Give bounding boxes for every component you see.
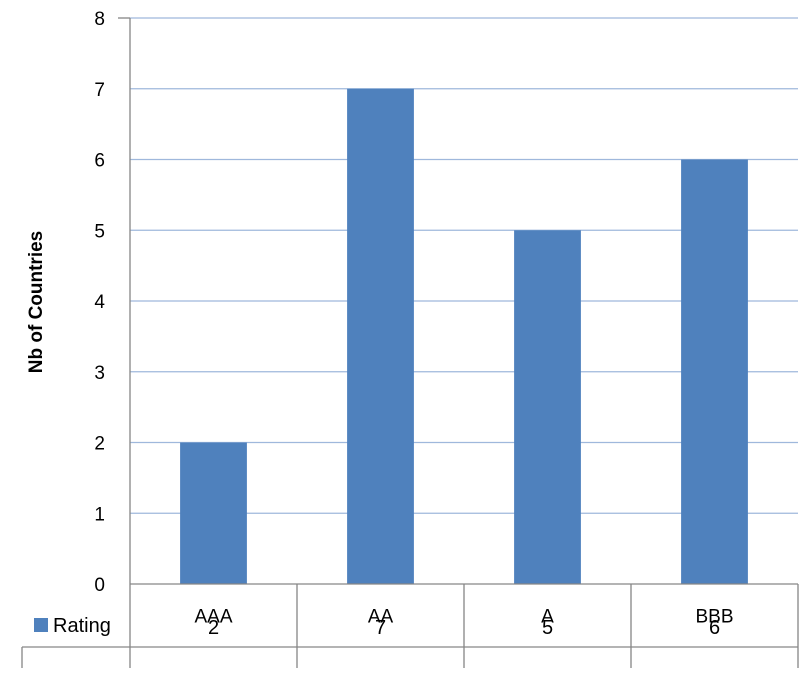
x-category-label: A: [541, 607, 554, 628]
y-axis-label: Nb of Countries: [26, 231, 47, 374]
y-tick-label: 5: [94, 221, 105, 242]
y-tick-label: 6: [94, 151, 105, 172]
x-category-label: BBB: [695, 607, 733, 628]
bars: [180, 88, 748, 584]
y-tick-label: 2: [94, 434, 105, 455]
y-tick-label: 7: [94, 80, 105, 101]
bar-a: [514, 230, 581, 584]
y-tick-label: 4: [94, 292, 105, 313]
bar-aaa: [180, 442, 247, 584]
legend-swatch: [34, 618, 48, 632]
x-category-label: AAA: [194, 607, 232, 628]
series-name: Rating: [53, 615, 111, 637]
y-tick-label: 8: [94, 9, 105, 30]
y-tick-label: 3: [94, 363, 105, 384]
y-tick-labels: 0 1 2 3 4 5 6 7 8: [94, 9, 105, 596]
bar-aa: [347, 88, 414, 584]
table-value: 7: [375, 617, 386, 639]
y-tick-label: 1: [94, 504, 105, 525]
table-value: 6: [709, 617, 720, 639]
table-value: 5: [542, 617, 553, 639]
y-tick-label: 0: [94, 575, 105, 596]
table-value: 2: [208, 617, 219, 639]
bar-bbb: [681, 159, 748, 584]
x-category-label: AA: [368, 607, 394, 628]
